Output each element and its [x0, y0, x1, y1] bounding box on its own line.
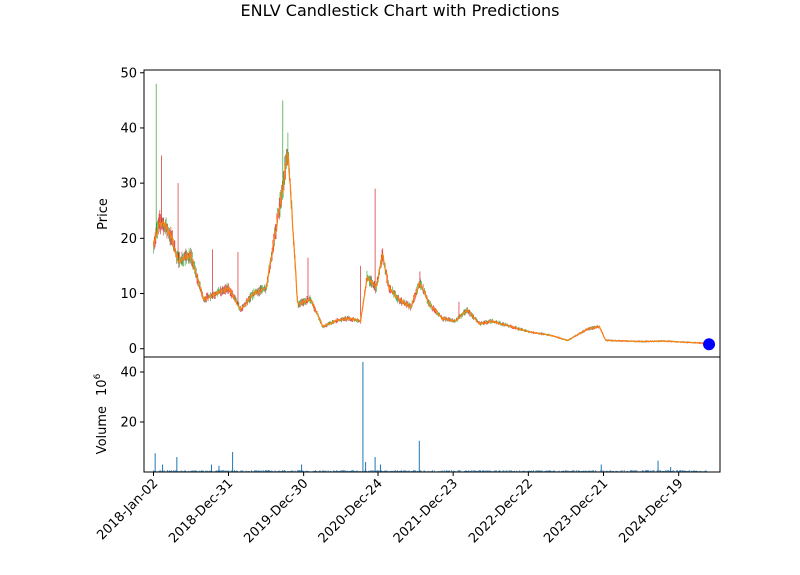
volume-y-tick-label: 40 — [120, 366, 137, 381]
prediction-marker — [703, 338, 716, 351]
price-y-tick-label: 0 — [129, 342, 137, 357]
volume-axes-frame — [143, 356, 721, 473]
price-y-tick-label: 30 — [120, 177, 137, 192]
volume-y-label: Volume 106 — [93, 373, 110, 454]
volume-y-label-multiplier: 10 — [95, 379, 110, 396]
chart-title: ENLV Candlestick Chart with Predictions — [241, 1, 560, 20]
price-y-tick-label: 50 — [120, 66, 137, 81]
price-y-label: Price — [96, 198, 111, 230]
price-y-tick-label: 40 — [120, 121, 137, 136]
price-y-tick-label: 10 — [120, 287, 137, 302]
volume-y-label-text: Volume — [95, 406, 110, 454]
price-marks — [152, 83, 716, 351]
volume-y-label-exponent: 6 — [93, 373, 103, 379]
price-y-tick-label: 20 — [120, 232, 137, 247]
price-y-ticks: 0 10 20 30 40 50 — [120, 66, 144, 357]
price-line — [152, 152, 707, 344]
price-panel: 0 10 20 30 40 50 Price — [96, 66, 721, 358]
volume-y-tick-label: 20 — [120, 416, 137, 431]
